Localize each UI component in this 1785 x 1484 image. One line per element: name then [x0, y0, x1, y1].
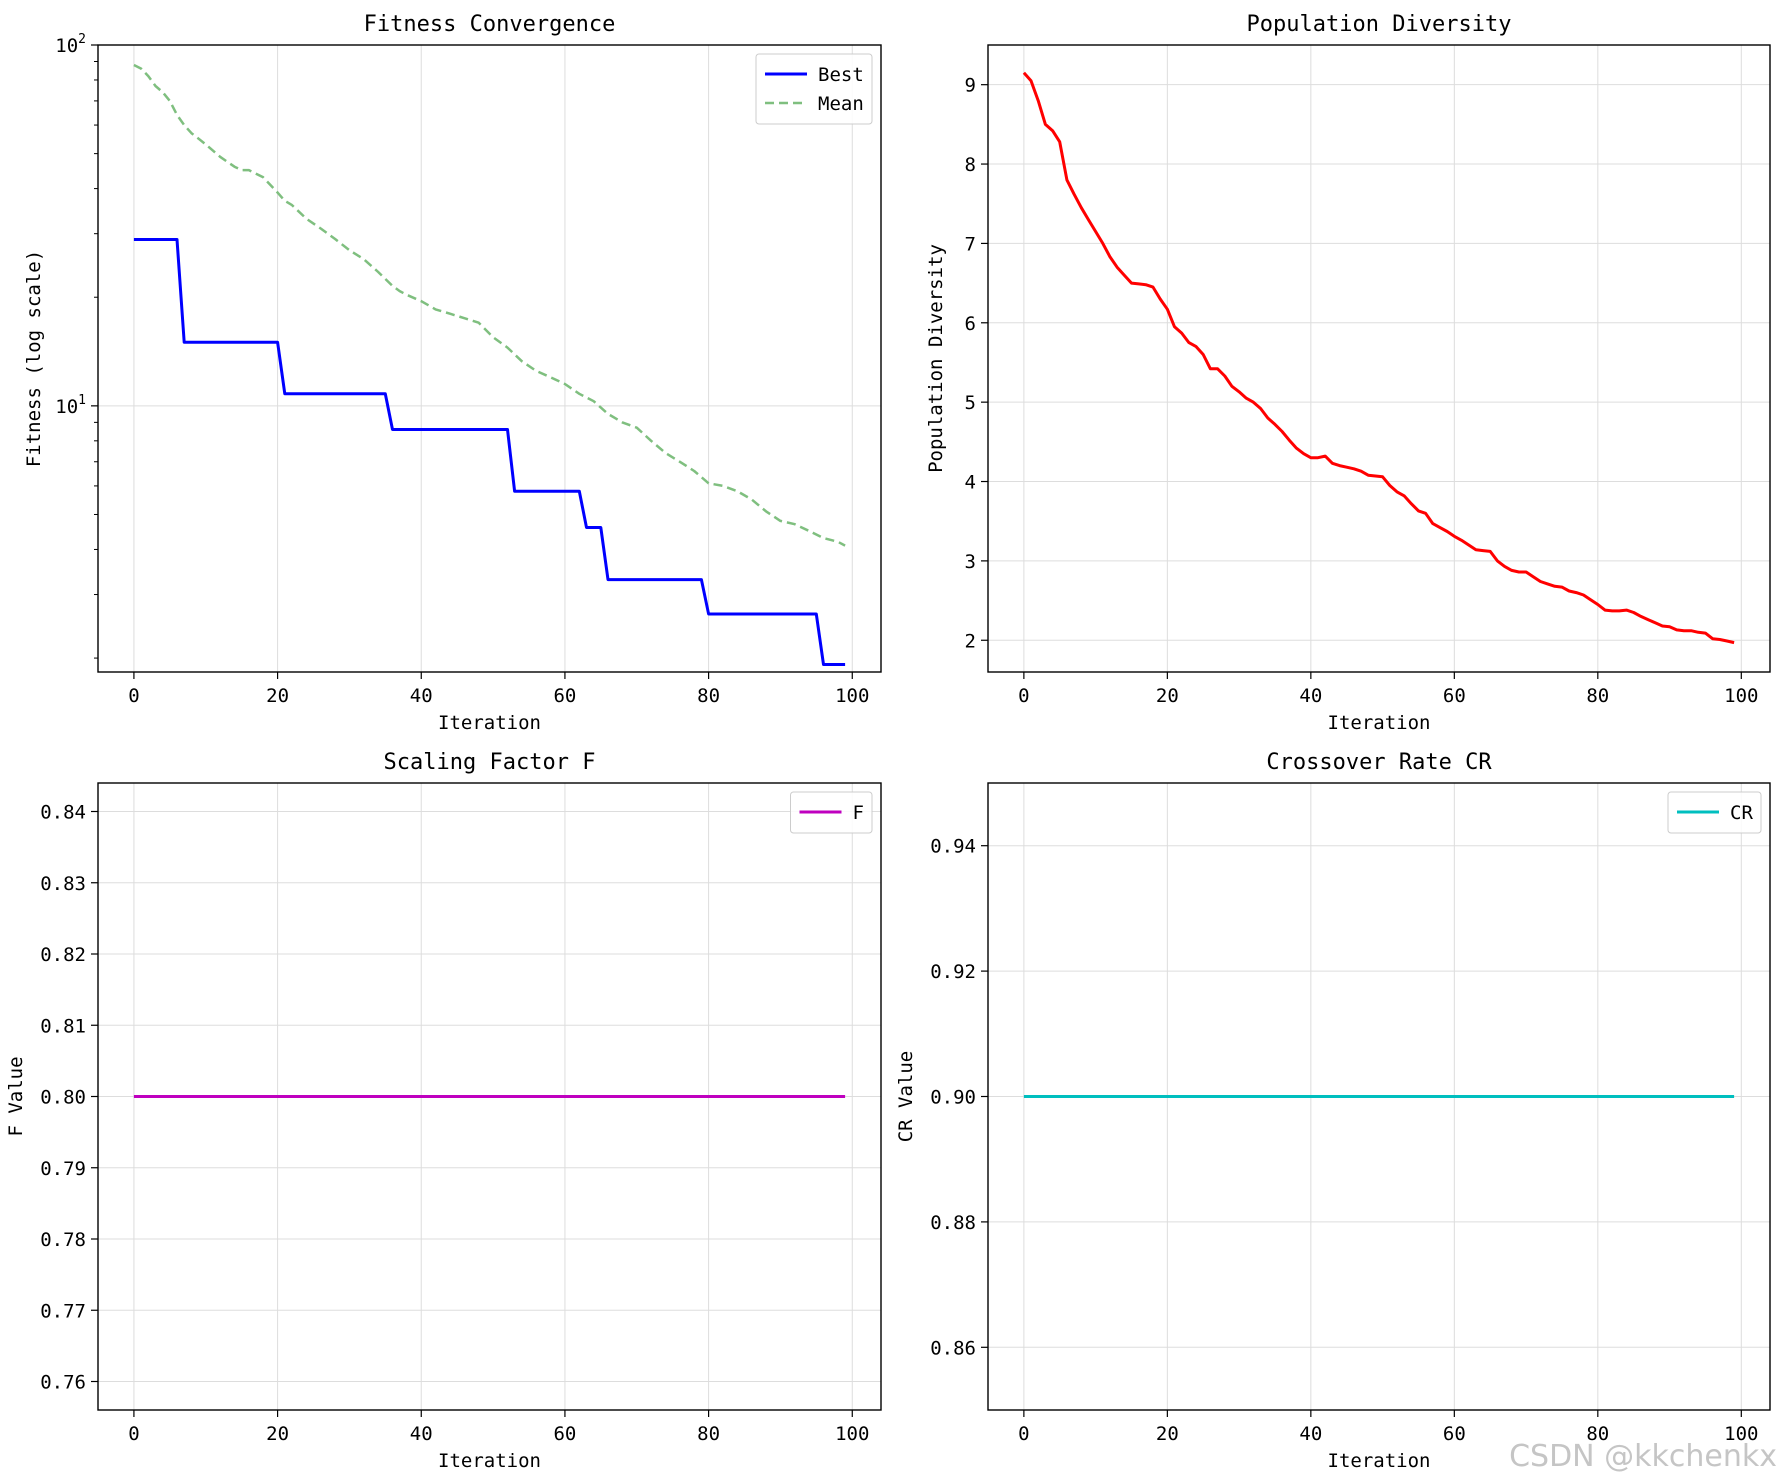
y-tick-label: 0.92	[930, 961, 976, 983]
watermark: CSDN @kkchenkx	[1509, 1439, 1777, 1474]
y-tick-label: 0.79	[40, 1158, 86, 1180]
fitness-chart: 0 20 40 60 80 100 102 101 Fitness Convergence Ite…	[23, 12, 882, 734]
x-axis-label: Iteration	[1328, 712, 1431, 734]
x-tick-label: 20	[1156, 685, 1179, 707]
x-tick-label: 100	[1724, 1423, 1758, 1445]
diversity-chart: 0 20 40 60 80 100 2 3 4 5 6 7 8 9 Population Diversity…	[925, 12, 1771, 734]
x-tick-label: 80	[697, 1423, 720, 1445]
y-tick-label: 0.86	[930, 1337, 976, 1359]
chart-title: Scaling Factor F	[384, 750, 596, 775]
y-tick-label: 0.94	[930, 836, 976, 858]
y-axis-label: CR Value	[895, 1051, 917, 1143]
y-tick-label: 0.83	[40, 873, 86, 895]
x-axis-label: Iteration	[1328, 1450, 1431, 1472]
x-tick-label: 40	[410, 1423, 433, 1445]
y-tick-label: 0.82	[40, 944, 86, 966]
y-tick-label: 0.76	[40, 1372, 86, 1394]
y-tick-label: 0.90	[930, 1087, 976, 1109]
x-tick-label: 100	[835, 1423, 869, 1445]
y-tick-label: 0.77	[40, 1300, 86, 1322]
y-axis-label: Fitness (log scale)	[23, 250, 45, 467]
x-tick-label: 100	[1724, 685, 1758, 707]
chart-title: Population Diversity	[1247, 12, 1512, 37]
x-tick-label: 20	[1156, 1423, 1179, 1445]
series-line-best	[133, 238, 846, 666]
y-tick-label: 0.88	[930, 1212, 976, 1234]
x-tick-label: 40	[410, 685, 433, 707]
x-tick-label: 60	[553, 685, 576, 707]
plot-frame	[97, 44, 882, 673]
x-tick-label: 80	[697, 685, 720, 707]
x-tick-label: 20	[266, 1423, 289, 1445]
legend-label-mean: Mean	[818, 93, 864, 115]
x-tick-label: 0	[1018, 1423, 1029, 1445]
y-tick-label: 102	[55, 32, 86, 57]
x-axis-label: Iteration	[438, 712, 541, 734]
y-tick-label: 101	[55, 393, 86, 418]
y-tick-label: 2	[965, 630, 976, 652]
scaling-chart: 0 20 40 60 80 100 0.76 0.77 0.78 0.79 0.80 0.81 0.82…	[5, 750, 882, 1472]
legend-box	[755, 53, 873, 125]
chart-title: Crossover Rate CR	[1266, 750, 1492, 775]
x-tick-label: 80	[1586, 1423, 1609, 1445]
chart-title: Fitness Convergence	[364, 12, 616, 37]
legend-label-best: Best	[818, 64, 864, 86]
x-axis-label: Iteration	[438, 1450, 541, 1472]
x-tick-label: 80	[1586, 685, 1609, 707]
legend: F	[790, 791, 873, 834]
legend-label-cr: CR	[1730, 802, 1753, 824]
x-tick-label: 20	[266, 685, 289, 707]
legend: CR	[1667, 791, 1762, 834]
series-line-mean	[133, 63, 846, 547]
y-tick-label: 9	[965, 75, 976, 97]
x-tick-label: 60	[1443, 1423, 1466, 1445]
x-tick-label: 100	[835, 685, 869, 707]
legend-label-f: F	[853, 802, 864, 824]
x-tick-label: 60	[553, 1423, 576, 1445]
y-tick-label: 0.80	[40, 1087, 86, 1109]
y-axis-label: F Value	[5, 1056, 27, 1136]
y-tick-label: 7	[965, 233, 976, 255]
y-tick-label: 0.84	[40, 802, 86, 824]
x-tick-label: 40	[1299, 685, 1322, 707]
y-axis-label: Population Diversity	[925, 244, 947, 473]
legend: Best Mean	[755, 53, 873, 125]
y-tick-label: 5	[965, 392, 976, 414]
x-tick-label: 40	[1299, 1423, 1322, 1445]
x-tick-label: 60	[1443, 685, 1466, 707]
plot-frame	[987, 44, 1771, 673]
y-tick-label: 6	[965, 313, 976, 335]
x-tick-label: 0	[1018, 685, 1029, 707]
y-tick-label: 3	[965, 551, 976, 573]
x-tick-label: 0	[128, 685, 139, 707]
y-tick-label: 0.78	[40, 1229, 86, 1251]
series-line-diversity	[1022, 71, 1735, 645]
y-tick-label: 4	[965, 472, 976, 494]
x-tick-label: 0	[128, 1423, 139, 1445]
y-tick-label: 8	[965, 154, 976, 176]
y-tick-label: 0.81	[40, 1015, 86, 1037]
crossover-chart: 0 20 40 60 80 100 0.86 0.88 0.90 0.92 0.94 Crossove…	[895, 750, 1771, 1472]
